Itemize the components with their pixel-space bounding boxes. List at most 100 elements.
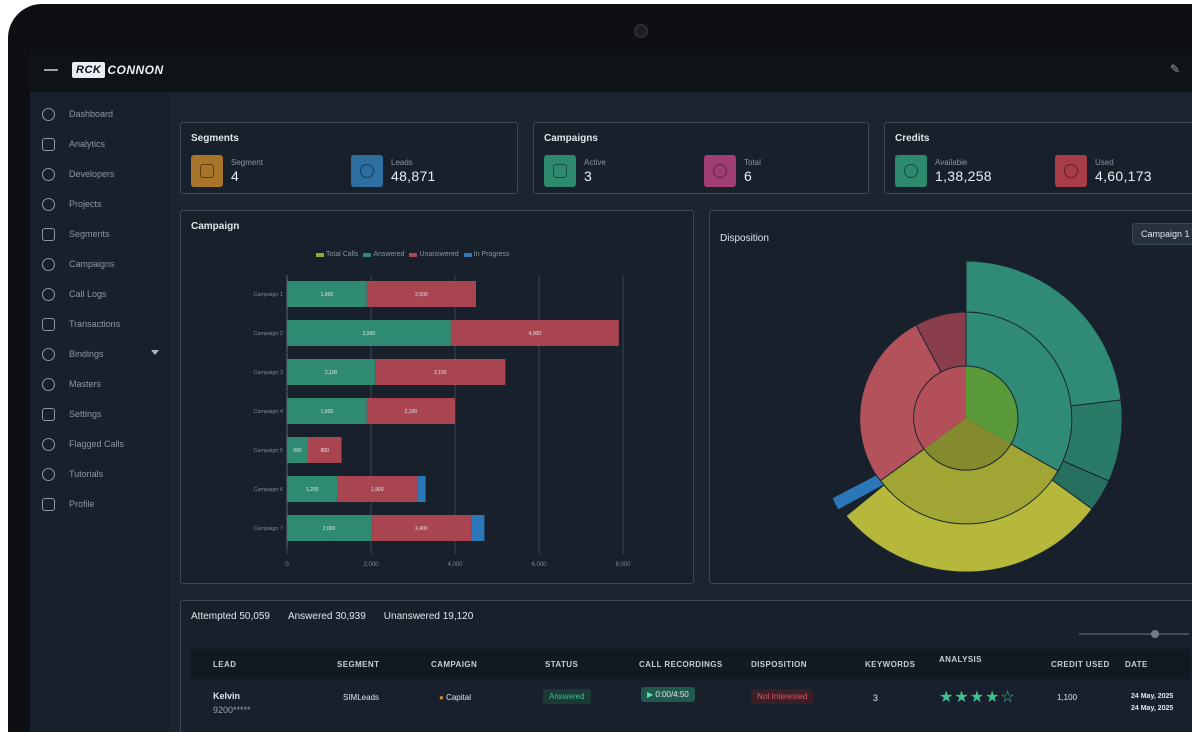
col-credit-used[interactable]: CREDIT USED bbox=[1051, 660, 1110, 669]
stat-value: 1,38,258 bbox=[935, 168, 992, 184]
data-label: 4,000 bbox=[529, 331, 542, 337]
sidebar-item-transactions[interactable]: Transactions bbox=[42, 314, 167, 334]
sidebar-item-label: Call Logs bbox=[69, 289, 107, 299]
top-bar: RCK CONNON ✎ bbox=[30, 50, 1192, 92]
sidebar-item-label: Projects bbox=[69, 199, 102, 209]
credit-used-value: 1,100 bbox=[1057, 693, 1078, 702]
leads-stat: Leads 48,871 bbox=[351, 155, 436, 187]
col-lead[interactable]: LEAD bbox=[213, 660, 237, 669]
sidebar-item-segments[interactable]: Segments bbox=[42, 224, 167, 244]
sidebar-item-label: Developers bbox=[69, 169, 115, 179]
y-tick-label: Campaign 6 bbox=[253, 487, 283, 493]
call-logs-icon bbox=[42, 287, 55, 301]
sidebar-item-flagged-calls[interactable]: Flagged Calls bbox=[42, 434, 167, 454]
col-call-recordings[interactable]: CALL RECORDINGS bbox=[639, 660, 723, 669]
tutorials-icon bbox=[42, 467, 55, 481]
legend-item-unanswered: Unanswered bbox=[409, 251, 459, 258]
data-label: 1,900 bbox=[371, 487, 384, 493]
settings-icon bbox=[42, 407, 55, 421]
data-label: 2,100 bbox=[405, 409, 418, 415]
col-campaign[interactable]: CAMPAIGN bbox=[431, 660, 478, 669]
chevron-down-icon[interactable] bbox=[151, 350, 159, 355]
x-tick-label: 2,000 bbox=[363, 562, 379, 568]
stat-label: Total bbox=[744, 158, 761, 167]
sidebar-item-profile[interactable]: Profile bbox=[42, 494, 167, 514]
total-stat: Total 6 bbox=[704, 155, 761, 187]
sidebar-item-call-logs[interactable]: Call Logs bbox=[42, 284, 167, 304]
date-value-2: 24 May, 2025 bbox=[1131, 705, 1174, 712]
table-scroll-handle[interactable] bbox=[1151, 630, 1159, 638]
sidebar-item-label: Segments bbox=[69, 229, 110, 239]
bar-unanswered bbox=[366, 398, 455, 424]
campaign-chart-title: Campaign bbox=[191, 221, 240, 232]
brand-logo[interactable]: RCK CONNON bbox=[72, 60, 164, 80]
sunburst-outer-blue bbox=[831, 474, 885, 511]
disposition-badge: Not Interested bbox=[751, 689, 814, 704]
col-analysis[interactable]: ANALYSIS bbox=[939, 655, 982, 664]
sunburst-mid-red bbox=[859, 324, 942, 482]
disposition-card: Disposition Campaign 1 ▾ bbox=[709, 210, 1192, 584]
sidebar-item-tutorials[interactable]: Tutorials bbox=[42, 464, 167, 484]
answered-count: Answered 30,939 bbox=[287, 611, 366, 622]
x-tick-label: 4,000 bbox=[447, 562, 463, 568]
app-screen: RCK CONNON ✎ Dashboard Analytics Developer… bbox=[30, 50, 1192, 732]
stat-value: 4 bbox=[231, 168, 240, 184]
bar-answered bbox=[287, 281, 367, 307]
y-tick-label: Campaign 2 bbox=[253, 331, 283, 337]
sidebar-item-label: Campaigns bbox=[69, 259, 115, 269]
recording-player[interactable]: ▶ 0:00/4:50 bbox=[641, 687, 695, 702]
data-label: 3,100 bbox=[434, 370, 447, 376]
chart-legend: Total Calls Answered Unanswered In Progr… bbox=[316, 251, 515, 258]
masters-icon bbox=[42, 377, 55, 391]
sidebar-item-campaigns[interactable]: Campaigns bbox=[42, 254, 167, 274]
sidebar-item-masters[interactable]: Masters bbox=[42, 374, 167, 394]
keywords-count[interactable]: 3 bbox=[873, 693, 879, 703]
leads-icon bbox=[351, 155, 383, 187]
call-summary: Attempted 50,059 Answered 30,939 Unanswe… bbox=[191, 611, 491, 622]
menu-icon[interactable] bbox=[44, 69, 58, 71]
target-icon bbox=[704, 155, 736, 187]
col-status[interactable]: STATUS bbox=[545, 660, 579, 669]
y-tick-label: Campaign 3 bbox=[253, 370, 283, 376]
stat-value: 6 bbox=[744, 168, 753, 184]
brand-mark: RCK bbox=[72, 62, 106, 78]
sidebar-item-bindings[interactable]: Bindings bbox=[42, 344, 167, 364]
sidebar-item-projects[interactable]: Projects bbox=[42, 194, 167, 214]
dropdown-value: Campaign 1 bbox=[1141, 229, 1190, 239]
col-keywords[interactable]: KEYWORDS bbox=[865, 660, 916, 669]
sunburst-outer-yellow bbox=[845, 479, 1093, 573]
lead-name: Kelvin bbox=[213, 691, 241, 701]
stat-label: Used bbox=[1095, 158, 1114, 167]
col-segment[interactable]: SEGMENT bbox=[337, 660, 380, 669]
analytics-icon bbox=[42, 137, 55, 151]
lead-phone: 9200***** bbox=[213, 705, 251, 715]
sunburst-answered bbox=[966, 366, 1018, 444]
play-icon: ▶ bbox=[647, 690, 654, 699]
col-disposition[interactable]: DISPOSITION bbox=[751, 660, 807, 669]
sunburst-outer-green1 bbox=[965, 260, 1122, 407]
legend-label: In Progress bbox=[473, 251, 510, 258]
sidebar-item-label: Dashboard bbox=[69, 109, 114, 119]
stat-label: Active bbox=[584, 158, 606, 167]
sidebar-item-dashboard[interactable]: Dashboard bbox=[42, 104, 167, 124]
sidebar-item-developers[interactable]: Developers bbox=[42, 164, 167, 184]
sidebar-item-settings[interactable]: Settings bbox=[42, 404, 167, 424]
data-label: 2,100 bbox=[325, 370, 338, 376]
campaign-bar-chart: 0 2,000 4,000 6,000 8,000 Campaign 1 1,900 2,60… bbox=[253, 275, 631, 568]
unanswered-count: Unanswered 19,120 bbox=[383, 611, 474, 622]
sidebar-item-analytics[interactable]: Analytics bbox=[42, 134, 167, 154]
bar-answered bbox=[287, 320, 451, 346]
brand-word: CONNON bbox=[107, 63, 164, 77]
data-label: 1,900 bbox=[321, 409, 334, 415]
campaign-chart-card: Campaign Total Calls Answered Unanswered… bbox=[180, 210, 694, 584]
campaign-dropdown[interactable]: Campaign 1 ▾ bbox=[1132, 223, 1192, 245]
col-date[interactable]: DATE bbox=[1125, 660, 1148, 669]
pen-icon[interactable]: ✎ bbox=[1170, 62, 1181, 76]
y-tick-label: Campaign 5 bbox=[253, 448, 283, 454]
credits-title: Credits bbox=[895, 133, 930, 144]
sidebar-item-label: Analytics bbox=[69, 139, 106, 149]
bar-in-progress bbox=[471, 515, 485, 541]
sidebar: Dashboard Analytics Developers Projects Segm… bbox=[30, 92, 170, 732]
table-scroll-track[interactable] bbox=[1079, 633, 1189, 635]
analysis-stars: ★★★★☆ bbox=[939, 689, 1016, 706]
